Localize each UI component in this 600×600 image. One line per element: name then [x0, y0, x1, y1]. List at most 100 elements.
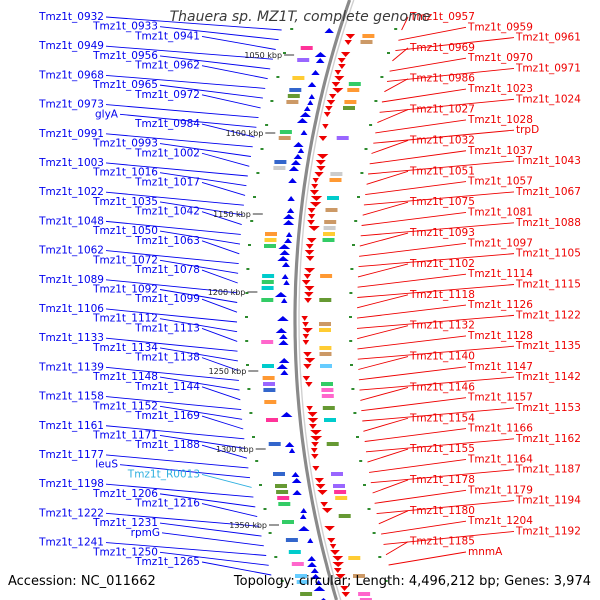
label-leader-line: [105, 542, 267, 556]
cog-block-reverse: [338, 514, 351, 518]
label-leader-line: [363, 191, 515, 206]
gene-label: Tmz1t_1016: [92, 167, 158, 179]
gene-label: Tmz1t_1162: [515, 433, 581, 445]
label-leader-line: [365, 181, 467, 196]
track-mark: [249, 412, 253, 414]
gene-label: Tmz1t_1050: [92, 225, 158, 237]
cog-block-reverse: [360, 40, 373, 44]
label-leader-line: [372, 479, 409, 494]
cog-block-forward: [275, 484, 287, 488]
label-leader-line: [105, 396, 242, 411]
gene-label: Tmz1t_1187: [515, 464, 581, 476]
gene-label: Tmz1t_1093: [409, 227, 475, 239]
forward-gene-arrow: [315, 580, 323, 585]
forward-gene-arrow: [307, 538, 314, 543]
cog-block-forward: [266, 418, 278, 422]
gene-label: Tmz1t_1178: [409, 474, 475, 486]
cog-block-reverse: [322, 406, 335, 410]
gene-label: Tmz1t_0972: [134, 89, 200, 101]
label-leader-line: [381, 88, 467, 103]
gene-label: Tmz1t_1158: [38, 391, 104, 403]
label-leader-line: [369, 458, 467, 473]
track-mark: [283, 52, 286, 54]
gene-label: Tmz1t_0959: [467, 21, 533, 33]
cog-block-reverse: [319, 298, 332, 302]
gene-label: Tmz1t_1078: [134, 264, 200, 276]
gene-label: Tmz1t_1231: [92, 517, 158, 529]
label-leader-line: [159, 55, 271, 70]
forward-gene-arrow: [307, 82, 317, 87]
forward-gene-arrow: [307, 562, 317, 567]
forward-gene-arrow: [284, 442, 295, 447]
reverse-gene-arrow: [345, 34, 356, 39]
genome-summary: Topology: circular; Length: 4,496,212 bp…: [233, 574, 591, 589]
label-leader-line: [159, 259, 239, 274]
reverse-gene-arrow: [332, 556, 344, 561]
cog-block-forward: [261, 280, 274, 284]
label-leader-line: [201, 269, 238, 284]
cog-block-forward: [295, 574, 307, 578]
track-mark: [245, 292, 249, 294]
forward-gene-arrow: [283, 220, 295, 225]
track-mark: [265, 124, 269, 126]
label-leader-line: [395, 37, 515, 52]
track-mark: [394, 28, 398, 30]
gene-label: Tmz1t_1037: [467, 145, 533, 157]
track-mark: [353, 412, 357, 414]
cog-block-reverse: [320, 274, 333, 278]
reverse-gene-arrow: [314, 478, 324, 483]
gene-label: Tmz1t_1133: [38, 332, 104, 344]
gene-label: Tmz1t_1265: [134, 556, 200, 568]
reverse-gene-arrow: [320, 502, 328, 507]
reverse-gene-arrow: [307, 208, 316, 213]
forward-gene-arrow: [300, 130, 308, 135]
track-mark: [378, 556, 382, 558]
forward-gene-arrow: [278, 244, 291, 249]
gene-label: Tmz1t_1206: [92, 488, 158, 500]
reverse-gene-arrow: [306, 406, 313, 411]
label-leader-line: [159, 522, 262, 537]
cog-block-reverse: [322, 238, 335, 242]
forward-gene-arrow: [281, 262, 290, 267]
label-leader-line: [358, 253, 515, 268]
label-leader-line: [105, 45, 273, 60]
gene-label: Tmz1t_1146: [409, 381, 475, 393]
reverse-gene-arrow: [327, 538, 336, 543]
gene-label: Tmz1t_0957: [409, 11, 475, 23]
track-mark: [372, 532, 376, 534]
track-mark: [350, 364, 353, 366]
gene-label: Tmz1t_1179: [467, 484, 533, 496]
track-mark: [290, 28, 294, 30]
label-leader-line: [359, 232, 409, 247]
label-leader-line: [375, 119, 467, 134]
label-leader-line: [201, 211, 242, 226]
track-mark: [349, 316, 352, 318]
reverse-gene-arrow: [306, 238, 317, 243]
gene-label: Tmz1t_1154: [409, 412, 475, 424]
cog-block-reverse: [320, 364, 332, 368]
gene-label: Tmz1t_1188: [134, 439, 200, 451]
reverse-gene-arrow: [324, 526, 335, 531]
label-leader-line: [384, 78, 409, 93]
track-mark: [349, 340, 353, 342]
label-leader-line: [159, 493, 256, 508]
gene-label: Tmz1t_0973: [38, 99, 104, 111]
forward-gene-arrow: [290, 160, 301, 165]
reverse-gene-arrow: [301, 280, 311, 285]
track-mark: [270, 100, 274, 102]
label-leader-line: [159, 551, 269, 566]
track-mark: [350, 268, 354, 270]
reverse-gene-arrow: [307, 418, 319, 423]
cog-block-reverse: [321, 394, 334, 398]
track-mark: [260, 148, 264, 150]
reverse-gene-arrow: [310, 196, 323, 201]
label-leader-line: [201, 123, 255, 138]
forward-gene-arrow: [284, 238, 292, 243]
label-leader-line: [364, 428, 467, 442]
label-leader-line: [159, 289, 238, 303]
cog-block-reverse: [348, 556, 361, 560]
cog-block-forward: [300, 592, 313, 596]
accession-label: Accession: NC_011662: [8, 574, 156, 589]
label-leader-line: [357, 335, 467, 350]
cog-block-reverse: [330, 172, 343, 176]
